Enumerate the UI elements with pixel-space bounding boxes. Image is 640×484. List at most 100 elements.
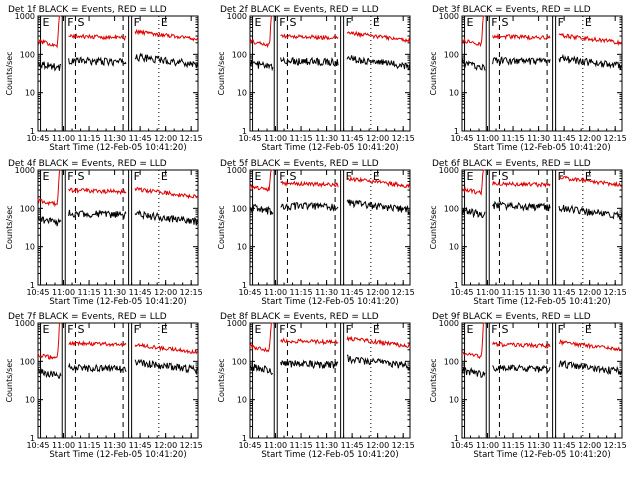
series-lld-line xyxy=(37,15,199,49)
y-axis-label: Counts/sec xyxy=(217,358,226,402)
x-tick-label: 11:45 xyxy=(553,441,576,450)
y-tick-label: 1 xyxy=(454,127,459,136)
marker-label: S xyxy=(501,16,508,29)
x-axis-label: Start Time (12-Feb-05 10:41:20) xyxy=(261,450,398,460)
chart-title: Det 9f BLACK = Events, RED = LLD xyxy=(432,312,591,322)
x-tick-label: 11:00 xyxy=(264,441,287,450)
x-tick-label: 11:00 xyxy=(52,441,75,450)
marker-label: F xyxy=(279,16,285,29)
x-axis-label: Start Time (12-Feb-05 10:41:20) xyxy=(261,143,398,153)
x-tick-label: 10:45 xyxy=(26,134,49,143)
x-axis-label: Start Time (12-Feb-05 10:41:20) xyxy=(261,297,398,307)
marker-label: F xyxy=(279,170,285,183)
marker-label: F xyxy=(558,170,564,183)
y-tick-label: 100 xyxy=(232,357,247,366)
y-tick-label: 1000 xyxy=(15,319,35,328)
y-tick-label: 1000 xyxy=(439,12,459,21)
marker-label: F xyxy=(558,323,564,336)
chart-panel-5: Det 5f BLACK = Events, RED = LLD 1 10 100 10… xyxy=(217,159,415,307)
series-lld-line xyxy=(249,15,411,49)
x-tick-label: 12:00 xyxy=(154,134,177,143)
marker-label: F xyxy=(67,16,73,29)
chart-title: Det 2f BLACK = Events, RED = LLD xyxy=(220,5,379,15)
marker-label: E xyxy=(373,323,380,336)
x-tick-label: 12:15 xyxy=(180,441,203,450)
x-tick-label: 12:00 xyxy=(366,134,389,143)
marker-label: F xyxy=(491,170,497,183)
y-axis-label: Counts/sec xyxy=(429,358,438,402)
y-tick-label: 1 xyxy=(454,281,459,290)
x-tick-label: 11:00 xyxy=(476,441,499,450)
chart-panel-4: Det 4f BLACK = Events, RED = LLD 1 10 100 10… xyxy=(5,159,203,307)
chart-panel-1: Det 1f BLACK = Events, RED = LLD 1 10 100 10… xyxy=(5,5,203,153)
x-tick-label: 11:00 xyxy=(476,134,499,143)
marker-label: E xyxy=(161,170,168,183)
x-tick-label: 11:15 xyxy=(502,441,525,450)
x-tick-label: 11:30 xyxy=(527,288,550,297)
y-tick-label: 1 xyxy=(242,127,247,136)
marker-label: E xyxy=(467,170,474,183)
marker-label: F xyxy=(346,16,352,29)
x-tick-label: 11:15 xyxy=(290,288,313,297)
chart-title: Det 7f BLACK = Events, RED = LLD xyxy=(8,312,167,322)
marker-label: E xyxy=(467,16,474,29)
x-tick-label: 12:15 xyxy=(392,288,415,297)
marker-label: E xyxy=(161,16,168,29)
x-tick-label: 12:00 xyxy=(578,288,601,297)
x-tick-label: 11:45 xyxy=(129,441,152,450)
y-axis-label: Counts/sec xyxy=(429,51,438,95)
marker-label: S xyxy=(501,323,508,336)
chart-title: Det 8f BLACK = Events, RED = LLD xyxy=(220,312,379,322)
plot-frame xyxy=(461,15,623,132)
marker-label: F xyxy=(67,323,73,336)
marker-label: E xyxy=(255,170,262,183)
y-tick-label: 1000 xyxy=(227,12,247,21)
y-axis-label: Counts/sec xyxy=(5,51,14,95)
y-tick-label: 10 xyxy=(25,243,35,252)
y-tick-label: 100 xyxy=(20,50,35,59)
x-tick-label: 11:15 xyxy=(78,288,101,297)
chart-title: Det 5f BLACK = Events, RED = LLD xyxy=(220,159,379,169)
marker-label: S xyxy=(289,170,296,183)
x-tick-label: 11:00 xyxy=(476,288,499,297)
x-tick-label: 12:00 xyxy=(154,441,177,450)
series-lld-line xyxy=(249,169,411,192)
x-tick-label: 10:45 xyxy=(238,288,261,297)
x-tick-label: 11:00 xyxy=(52,134,75,143)
series-lld-line xyxy=(461,15,623,48)
marker-label: E xyxy=(373,16,380,29)
marker-label: F xyxy=(134,170,140,183)
series-events-line xyxy=(249,199,410,215)
marker-label: E xyxy=(255,323,262,336)
y-tick-label: 100 xyxy=(232,204,247,213)
y-tick-label: 1000 xyxy=(439,319,459,328)
x-tick-label: 11:00 xyxy=(264,134,287,143)
marker-label: E xyxy=(161,323,168,336)
plot-frame xyxy=(37,15,199,132)
x-tick-label: 10:45 xyxy=(238,441,261,450)
series-events-line xyxy=(37,358,199,379)
y-tick-label: 10 xyxy=(449,89,459,98)
marker-label: F xyxy=(67,170,73,183)
x-tick-label: 12:00 xyxy=(578,441,601,450)
y-tick-label: 10 xyxy=(449,396,459,405)
y-tick-label: 1 xyxy=(30,281,35,290)
marker-label: E xyxy=(467,323,474,336)
y-tick-label: 10 xyxy=(449,243,459,252)
plot-frame xyxy=(461,322,623,439)
x-tick-label: 11:30 xyxy=(103,288,126,297)
x-axis-label: Start Time (12-Feb-05 10:41:20) xyxy=(49,297,186,307)
y-tick-label: 1 xyxy=(454,434,459,443)
x-tick-label: 10:45 xyxy=(26,288,49,297)
y-tick-label: 1000 xyxy=(439,166,459,175)
x-tick-label: 11:45 xyxy=(553,134,576,143)
x-tick-label: 11:30 xyxy=(315,134,338,143)
x-tick-label: 10:45 xyxy=(450,134,473,143)
y-tick-label: 1 xyxy=(242,434,247,443)
chart-panel-7: Det 7f BLACK = Events, RED = LLD 1 10 100 10… xyxy=(5,312,203,460)
series-events-line xyxy=(461,53,623,71)
x-tick-label: 11:30 xyxy=(103,134,126,143)
y-tick-label: 1000 xyxy=(227,166,247,175)
x-tick-label: 12:15 xyxy=(604,441,627,450)
marker-label: E xyxy=(43,170,50,183)
